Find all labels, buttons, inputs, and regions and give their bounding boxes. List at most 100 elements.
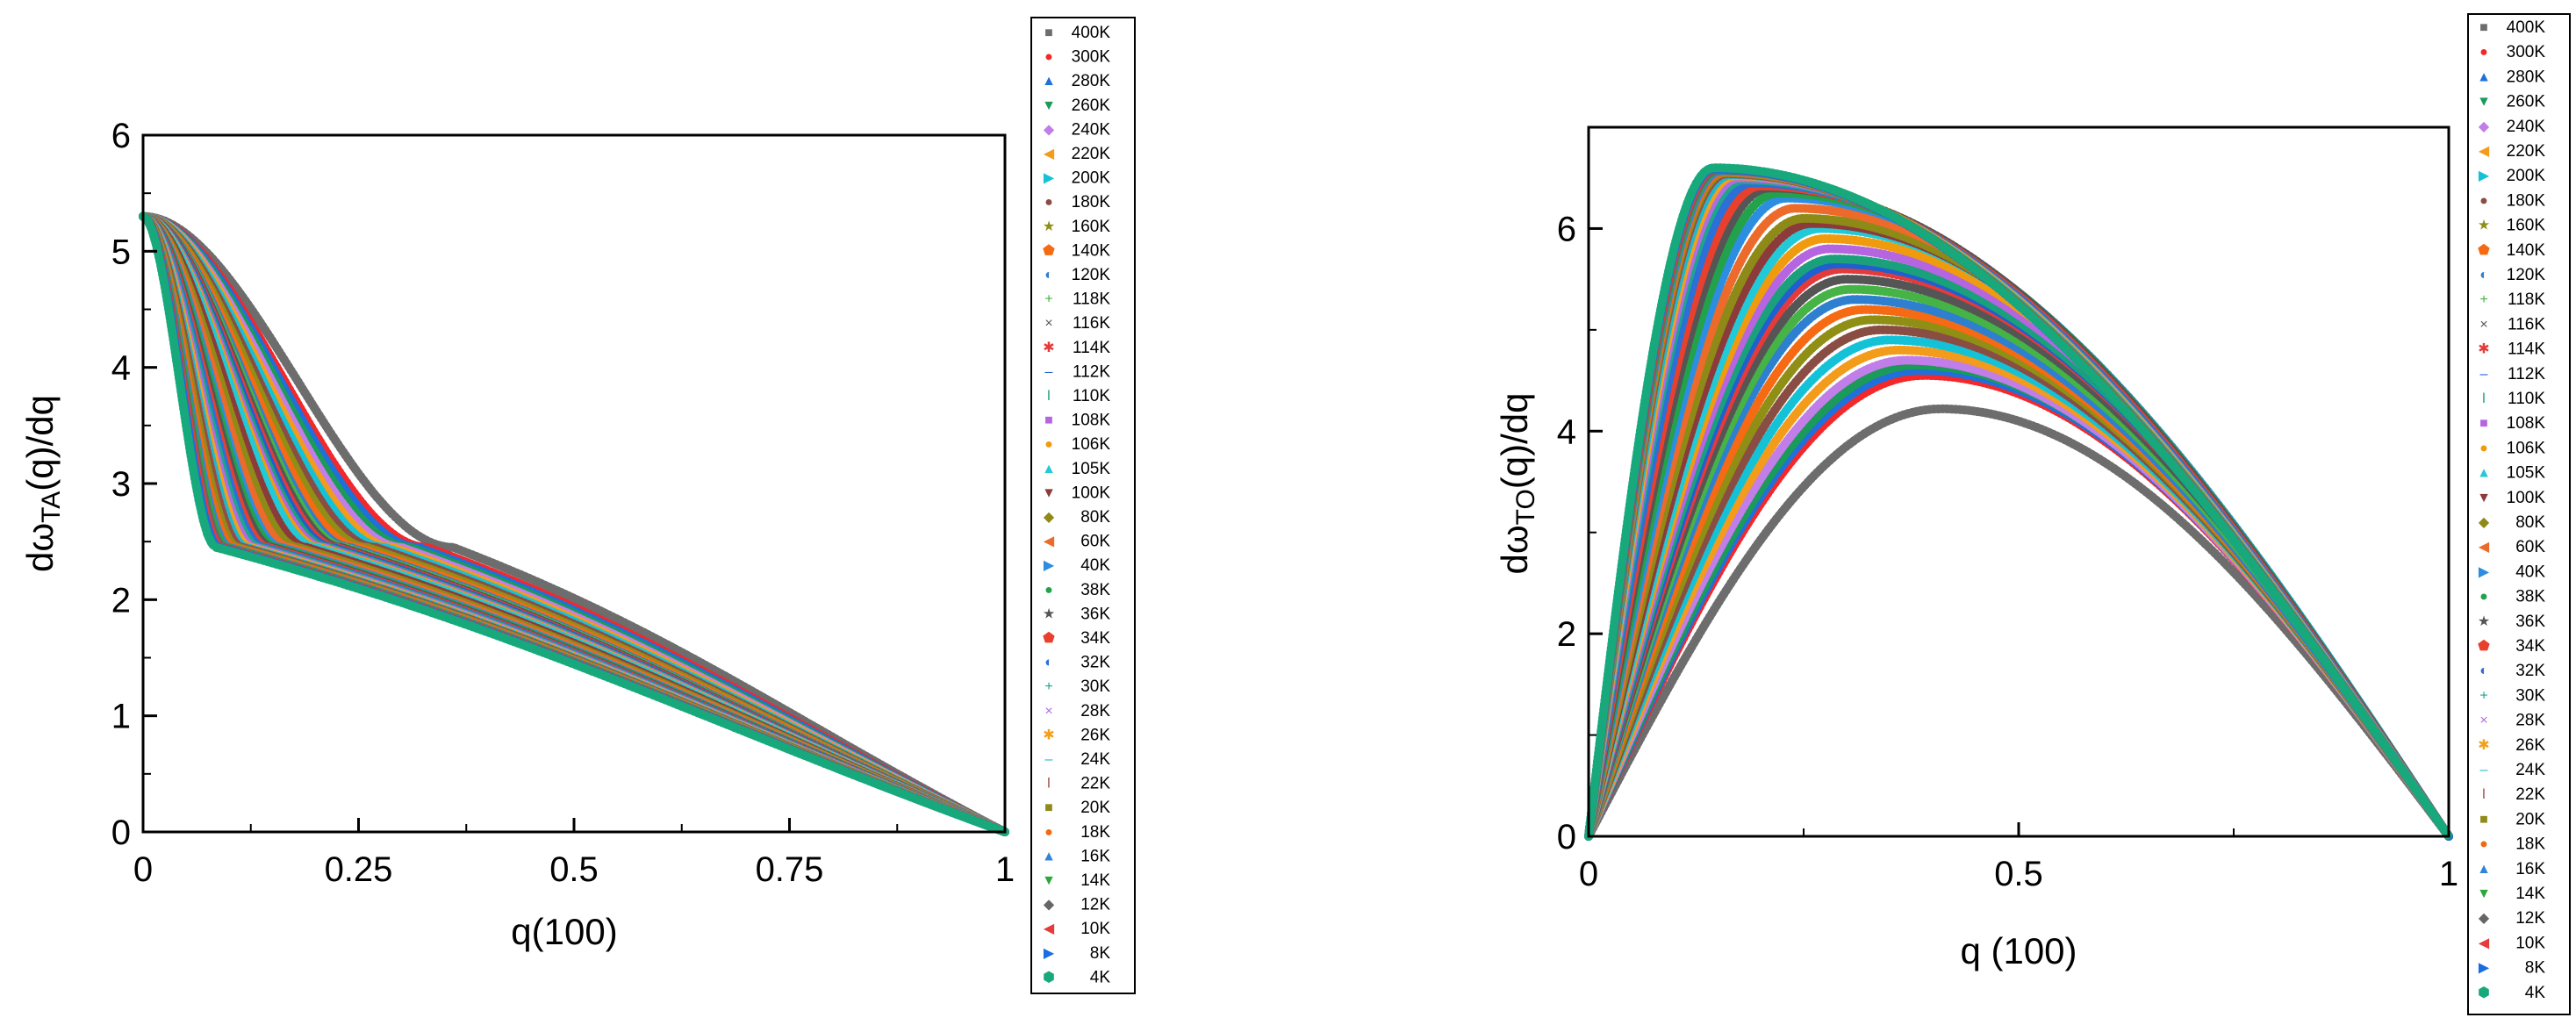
ta-legend-label: 12K (1080, 896, 1110, 914)
to-legend-label: 14K (2515, 885, 2545, 903)
to-legend-label: 200K (2507, 167, 2546, 185)
ta-legend-label: 8K (1090, 944, 1111, 963)
to-legend-marker: ✱ (2478, 342, 2489, 357)
to-legend-label: 114K (2508, 340, 2545, 359)
ta-legend-label: 160K (1072, 218, 1111, 236)
to-legend-marker: ▼ (2477, 95, 2491, 110)
to-legend-label: 22K (2515, 785, 2545, 804)
to-x-axis-label: q (100) (1960, 930, 2077, 971)
ta-legend-marker: ⬟ (1043, 631, 1055, 646)
to-legend-marker: × (2479, 317, 2487, 332)
to-legend-label: 140K (2507, 241, 2546, 260)
chart-ta: 0 0.25 0.5 0.75 1 0 1 2 3 4 5 6 q(100) dωTA(q)/dq ■… (19, 17, 1136, 994)
ta-legend-marker: ■ (1044, 25, 1053, 40)
to-legend-label: 105K (2507, 464, 2546, 483)
ta-legend-marker: ◀ (1044, 921, 1055, 936)
ta-legend-label: 140K (1072, 241, 1111, 260)
ta-legend-label: 280K (1072, 72, 1111, 90)
ta-ytick-label: 2 (111, 581, 131, 620)
to-legend-label: 120K (2507, 266, 2546, 284)
ta-legend-label: 30K (1080, 677, 1110, 696)
to-legend-marker: ▼ (2477, 491, 2491, 505)
ta-legend-marker: ▶ (1044, 558, 1055, 573)
ta-legend-label: 118K (1073, 290, 1110, 309)
to-ytick-label: 2 (1557, 615, 1576, 654)
to-legend-box (2467, 13, 2571, 1015)
ta-legend-marker: ● (1044, 437, 1053, 452)
to-legend-label: 32K (2515, 662, 2545, 680)
ta-legend-label: 36K (1080, 605, 1110, 623)
to-legend-label: 110K (2508, 390, 2545, 408)
to-legend-marker: ◐ (2479, 268, 2488, 283)
to-legend-marker: ■ (2479, 20, 2488, 35)
ta-legend-marker: ● (1044, 50, 1053, 65)
ta-legend-marker: ✱ (1043, 340, 1054, 355)
to-legend-label: 300K (2507, 43, 2546, 61)
ta-series-group (139, 211, 1009, 836)
ta-legend-label: 400K (1072, 24, 1111, 42)
to-legend-marker: ǀ (2482, 787, 2486, 802)
ta-legend-label: 120K (1072, 266, 1111, 284)
ta-legend-label: 4K (1090, 968, 1111, 986)
to-legend-marker: ★ (2478, 219, 2490, 233)
ta-legend-label: 16K (1080, 847, 1110, 865)
ta-x-axis-label: q(100) (511, 911, 617, 952)
ta-legend-marker: ◆ (1044, 898, 1055, 913)
to-legend-label: 28K (2515, 712, 2545, 730)
ta-xtick-label: 0.25 (325, 850, 393, 889)
ta-legend-marker: ● (1044, 825, 1053, 840)
to-legend-label: 4K (2525, 984, 2546, 1002)
to-legend-marker: ◆ (2479, 515, 2490, 530)
to-legend-label: 36K (2515, 613, 2545, 631)
to-legend-marker: ▶ (2479, 961, 2490, 976)
to-legend-marker: ◐ (2479, 663, 2488, 678)
to-legend-label: 10K (2515, 934, 2545, 952)
to-legend-label: 240K (2507, 118, 2546, 136)
to-legend-label: 100K (2507, 489, 2546, 507)
to-legend-label: 106K (2507, 439, 2546, 457)
ta-ytick-label: 4 (111, 349, 131, 388)
ta-legend-marker: ǀ (1047, 777, 1051, 792)
ta-ytick-label: 3 (111, 465, 131, 504)
ta-legend-label: 80K (1080, 508, 1110, 527)
to-legend-marker: – (2480, 367, 2488, 382)
to-legend-label: 18K (2515, 835, 2545, 854)
ta-legend-label: 220K (1072, 145, 1111, 163)
ta-series-4K (139, 211, 1009, 836)
ta-legend-label: 26K (1080, 726, 1110, 744)
ta-legend-label: 10K (1080, 920, 1110, 938)
ta-legend-label: 105K (1072, 460, 1111, 478)
to-ytick-label: 0 (1557, 818, 1576, 857)
to-legend-marker: ⬟ (2478, 639, 2490, 654)
ta-axis-ticks: 0 0.25 0.5 0.75 1 0 1 2 3 4 5 6 (111, 117, 1015, 889)
to-legend-label: 118K (2508, 290, 2545, 309)
ta-y-axis-label: dωTA(q)/dq (19, 395, 66, 572)
ta-legend-label: 28K (1080, 702, 1110, 720)
to-legend: ■ 400K ● 300K ▲ 280K ▼ 260K ◆ 240K ◀ 220K ▶ 200K ● 180K… (2477, 18, 2545, 1002)
to-legend-marker: ● (2479, 837, 2488, 852)
ta-series-80K (139, 211, 1009, 836)
to-legend-marker: ▲ (2477, 862, 2491, 877)
ta-legend-label: 200K (1072, 169, 1111, 188)
ta-legend: ■ 400K ● 300K ▲ 280K ▼ 260K ◆ 240K ◀ 220K ▶ 200K ● 180K… (1042, 24, 1110, 986)
ta-legend-marker: ▶ (1044, 171, 1055, 186)
to-legend-marker: ǀ (2482, 391, 2486, 406)
to-legend-label: 108K (2507, 414, 2546, 433)
ta-legend-label: 110K (1073, 387, 1110, 405)
ta-ytick-label: 5 (111, 233, 131, 271)
to-legend-label: 30K (2515, 686, 2545, 705)
ta-legend-marker: ◀ (1044, 534, 1055, 549)
to-legend-label: 220K (2507, 142, 2546, 161)
ta-legend-marker: + (1044, 679, 1052, 694)
to-ytick-label: 4 (1557, 412, 1576, 451)
to-legend-label: 116K (2508, 315, 2545, 333)
to-legend-marker: ★ (2478, 614, 2490, 629)
to-legend-label: 60K (2515, 538, 2545, 556)
ta-legend-label: 22K (1080, 775, 1110, 793)
ta-legend-marker: ▼ (1042, 873, 1056, 888)
to-legend-label: 280K (2507, 68, 2546, 86)
ta-legend-label: 100K (1072, 484, 1111, 502)
ta-legend-marker: ◐ (1044, 656, 1053, 670)
to-legend-label: 16K (2515, 860, 2545, 878)
to-legend-marker: – (2480, 763, 2488, 778)
